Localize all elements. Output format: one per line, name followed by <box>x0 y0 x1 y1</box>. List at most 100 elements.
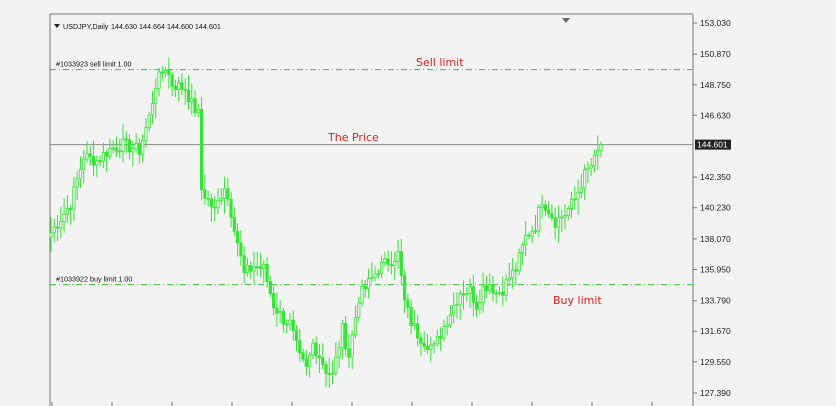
candle-body <box>409 306 413 327</box>
candle <box>497 286 502 297</box>
candle <box>583 164 587 200</box>
price-axis-tick-label: 153.030 <box>700 18 731 28</box>
candle <box>308 352 312 378</box>
candle <box>232 207 236 236</box>
candle-body <box>118 150 122 153</box>
candle-body <box>360 286 364 304</box>
candle <box>160 66 164 82</box>
candle-body <box>419 337 423 344</box>
candle <box>504 273 508 302</box>
candle-body <box>95 160 99 166</box>
candle <box>301 348 305 363</box>
candle <box>226 177 230 207</box>
candle-body <box>304 358 308 367</box>
candle <box>514 261 518 285</box>
candle-body <box>573 198 577 201</box>
candle <box>543 200 547 217</box>
candle-body <box>163 69 168 74</box>
candle <box>386 250 390 272</box>
candle-body <box>186 89 191 103</box>
candle <box>419 332 423 357</box>
candle-body <box>416 323 420 339</box>
candle <box>373 266 377 282</box>
candle-body <box>560 216 564 219</box>
candle <box>98 155 102 167</box>
candle-body <box>88 153 92 157</box>
candle <box>85 141 89 163</box>
candle-body <box>147 114 151 129</box>
candle-body <box>527 234 531 237</box>
candle-body <box>471 286 475 303</box>
candle-body <box>435 336 439 345</box>
candle-body <box>461 293 466 296</box>
candle-body <box>455 303 459 306</box>
candle <box>556 205 561 243</box>
candle-body <box>583 169 587 189</box>
price-axis-tick-label: 146.630 <box>700 110 731 120</box>
candle-body <box>160 71 164 74</box>
price-axis[interactable]: 153.030 150.870 148.750 146.630 142.350 140.2… <box>693 18 731 398</box>
candle-body <box>275 307 279 314</box>
candle-body <box>167 69 171 76</box>
candle <box>380 255 384 278</box>
candle-body <box>458 293 462 305</box>
candle <box>507 262 511 286</box>
candle <box>402 269 407 313</box>
candle-body <box>177 82 181 91</box>
candle <box>474 294 479 318</box>
buy-limit-annotation: Buy limit <box>553 294 602 307</box>
candle <box>105 149 109 172</box>
triangle-down-icon[interactable] <box>54 24 60 28</box>
candle <box>360 279 364 307</box>
candle <box>163 66 168 78</box>
candle-body <box>183 88 187 91</box>
candle <box>317 344 322 373</box>
candle <box>258 252 263 278</box>
candle-body <box>111 147 115 150</box>
candle <box>108 138 112 160</box>
candle <box>524 221 528 257</box>
candle <box>72 176 76 221</box>
candle <box>65 194 69 223</box>
candle-body <box>569 198 574 209</box>
chart-shift-marker-icon[interactable] <box>562 18 570 23</box>
candle-body <box>222 188 227 199</box>
candle <box>170 71 174 97</box>
current-price-tag <box>695 139 731 150</box>
current-price-tag-text: 144.601 <box>697 140 728 150</box>
candle <box>203 174 207 205</box>
candle <box>353 305 358 339</box>
candle <box>229 191 233 228</box>
candle <box>596 135 600 171</box>
candle <box>265 256 269 288</box>
candle-body <box>497 291 502 294</box>
candle <box>291 310 295 341</box>
candle-body <box>245 265 250 274</box>
candle <box>186 75 191 110</box>
candle <box>324 361 328 388</box>
candle <box>425 333 430 354</box>
candle-body <box>72 186 76 210</box>
candle <box>321 343 325 370</box>
candle <box>242 246 246 284</box>
candle <box>245 257 250 277</box>
plot-area[interactable] <box>50 14 693 406</box>
time-axis[interactable] <box>51 402 653 406</box>
candle-body <box>520 244 525 253</box>
candle <box>213 195 217 221</box>
candle-body <box>380 262 384 275</box>
candle <box>150 90 155 124</box>
candle-body <box>91 155 96 166</box>
candle <box>389 251 394 275</box>
candle-body <box>501 291 505 296</box>
candle <box>409 298 413 335</box>
candle <box>491 275 495 302</box>
candle <box>314 336 318 365</box>
candle <box>547 201 551 218</box>
candle <box>82 150 86 184</box>
candle-body <box>373 273 377 278</box>
candle-body <box>219 198 223 201</box>
buy-limit-order-label: #1033922 buy limit 1.00 <box>56 275 132 284</box>
